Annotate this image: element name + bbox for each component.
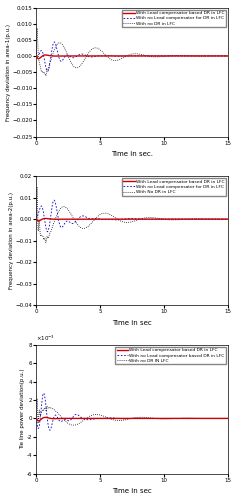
X-axis label: Time in sec.: Time in sec. <box>111 152 153 158</box>
Y-axis label: Tie line power deviation(p.u.): Tie line power deviation(p.u.) <box>20 369 25 450</box>
Text: $\times10^{-3}$: $\times10^{-3}$ <box>36 334 55 344</box>
X-axis label: Time in sec: Time in sec <box>112 488 152 494</box>
Y-axis label: Frequency deviation in area-2(p.u.): Frequency deviation in area-2(p.u.) <box>9 192 14 289</box>
Y-axis label: Frequency deviation in area-1(p.u.): Frequency deviation in area-1(p.u.) <box>5 24 11 120</box>
X-axis label: Time in sec: Time in sec <box>112 320 152 326</box>
Legend: With Lead compensator based DR in LFC, With no Lead compensator for DR in LFC, W: With Lead compensator based DR in LFC, W… <box>122 178 226 196</box>
Legend: With Lead compensator based DR in LFC, With no Lead compensator for DR in LFC, W: With Lead compensator based DR in LFC, W… <box>122 10 226 27</box>
Legend: With Lead compensator based DR in LFC, With no Lead compensator based DR in LFC,: With Lead compensator based DR in LFC, W… <box>115 347 226 364</box>
